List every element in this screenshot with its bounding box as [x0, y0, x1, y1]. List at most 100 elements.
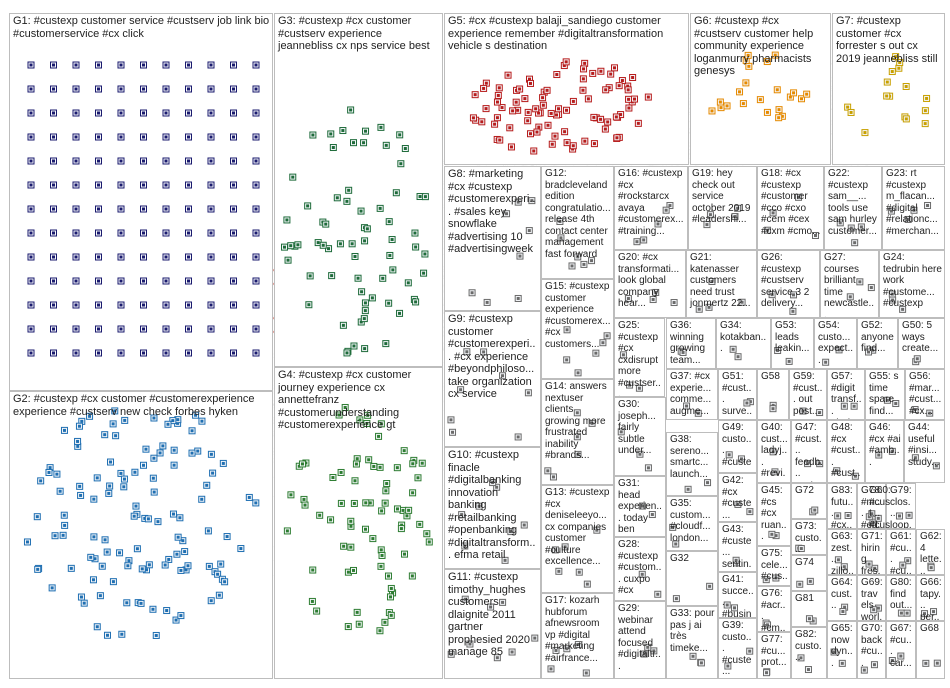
group-box-g7: G7: #custexp customer #cx forrester s ou… [832, 13, 945, 165]
group-box-g3: G3: #custexp #cx customer #custserv expe… [274, 13, 443, 367]
group-label: G26: #custexp #custserv service 3 2 deli… [761, 252, 810, 309]
group-box-g80: G80: find out... [886, 575, 916, 621]
group-label: G27: courses brilliant time newcastle... [824, 252, 875, 318]
group-label: G65: now dyn... [831, 623, 853, 669]
group-label: G64: cust... [831, 577, 853, 611]
group-label: G36: winning growing team... [670, 320, 706, 366]
group-box-g39: G39: custo... #custe... [718, 618, 757, 679]
group-label: G30: joseph... fairly subtle under... [618, 399, 656, 456]
group-label: G4: #custexp #cx customer journey experi… [278, 369, 412, 431]
group-label: G50: 5 ways create... [902, 320, 939, 354]
group-label: G74 [795, 557, 814, 568]
group-box-g76: G76: #acr... #cm... [757, 586, 791, 632]
group-box-g64: G64: cust... [827, 575, 857, 621]
group-box-g65: G65: now dyn... [827, 621, 857, 679]
group-label: G7: #custexp customer #cx forrester s ou… [836, 15, 938, 65]
group-label: G47: #cust... feedb... custo... [795, 422, 823, 482]
group-label: G31: head experien... today ben llewelly… [618, 478, 662, 536]
group-label: G57: #digit transf... strate... [831, 371, 862, 419]
group-label: G48: #cx #cust... #cust... [831, 422, 861, 482]
group-label: G25: #custexp #cx cxdisrupt more #custse… [618, 320, 661, 397]
group-box-g61: G61: #cu... #cu... [886, 529, 916, 575]
group-box-g63: G63: zest... zillo... [827, 529, 857, 575]
group-label: G32 [670, 553, 689, 564]
group-box-g50: G50: 5 ways create... [898, 318, 945, 369]
group-label: G29: webinar attend focused #digitaltr..… [618, 603, 661, 672]
group-label: G33: pour pas j ai très timeke... [670, 608, 715, 654]
group-label: G17: kozarh hubforum afnewsroom vp #digi… [545, 595, 600, 664]
group-box-g52: G52: anyone find... [857, 318, 898, 369]
group-label: G28: #custexp #custom... cuxpo #cx [618, 539, 662, 596]
group-box-g82: G82: custo... [791, 627, 827, 679]
group-label: G23: rt #custexp m_flacan... #digital #r… [886, 168, 939, 237]
group-label: G81 [795, 593, 814, 604]
group-box-g1: G1: #custexp customer service #custserv … [9, 13, 273, 391]
group-label: G13: #custexp #cx deniseleeyo... cx comp… [545, 487, 610, 567]
group-label: G8: #marketing #cx #custexp #customerexp… [448, 168, 536, 255]
group-label: G18: #cx #custexp #customer #cco #cxo #c… [761, 168, 821, 237]
group-label: G58 [761, 371, 780, 382]
group-box-g55: G55: s time spare find... [865, 369, 905, 420]
group-label: G42: #cx #custe... [722, 475, 752, 521]
group-label: G35: custom... #cloudf... london... [670, 498, 711, 544]
group-label: G62: 4 lette... [920, 531, 942, 575]
group-label: G1: #custexp customer service #custserv … [13, 15, 270, 40]
group-label: G54: custo... expect... [818, 320, 854, 366]
group-box-g11: G11: #custexp timothy_hughes customers d… [444, 569, 541, 679]
group-box-g54: G54: custo... expect... [814, 318, 857, 369]
group-box-g8: G8: #marketing #cx #custexp #customerexp… [444, 166, 541, 311]
group-label: G71: hiring fres... [861, 531, 883, 575]
group-box-g81: G81 [791, 591, 827, 627]
group-box-g2: G2: #custexp #cx customer #customerexper… [9, 391, 273, 679]
group-box-g53: G53: leads leakin... [771, 318, 814, 369]
group-box-g66: G66: tapy... per... [916, 575, 945, 621]
group-label: G11: #custexp timothy_hughes customers d… [448, 571, 530, 658]
group-box-g72: G72 [791, 483, 827, 519]
group-label: G6: #custexp #cx #custserv customer help… [694, 15, 814, 77]
group-label: G5: #cx #custexp balaji_sandiego custome… [448, 15, 664, 52]
group-box-g24: G24: tedrubin here work #custome... #cus… [879, 250, 945, 318]
group-label: G80: find out... [890, 577, 913, 611]
group-box-g59: G59: #cust... out post... [789, 369, 827, 420]
group-box-g18: G18: #cx #custexp #customer #cco #cxo #c… [757, 166, 824, 250]
group-box-g45: G45: #cs #cx ruan... [757, 483, 791, 546]
group-label: G46: #cx #ai #amb... [869, 422, 901, 468]
group-box-g36: G36: winning growing team... [666, 318, 716, 369]
group-label: G21: katenasser customers need trust jon… [690, 252, 751, 309]
group-box-g35: G35: custom... #cloudf... london... [666, 496, 718, 551]
group-label: G43: #custe... sentin... [722, 524, 752, 571]
group-label: G69: travels worl... [861, 577, 883, 621]
group-box-g74: G74 [791, 555, 827, 591]
group-box-g25: G25: #custexp #cx cxdisrupt more #custse… [614, 318, 665, 397]
group-box-g51: G51: #cust... surve... [718, 369, 757, 420]
group-label: G24: tedrubin here work #custome... #cus… [883, 252, 942, 309]
group-label: G56: #mar... #cust... #cx... [909, 371, 942, 417]
group-label: G68 [920, 623, 939, 634]
group-label: G78: #m... #ed... [861, 485, 883, 529]
group-label: G79: clos... loop... [890, 485, 912, 529]
group-box-g23: G23: rt #custexp m_flacan... #digital #r… [882, 166, 945, 250]
group-box-g15: G15: #custexp customer experience #custo… [541, 279, 614, 379]
group-label: G63: zest... zillo... [831, 531, 854, 575]
group-label: G73: custo... [795, 521, 822, 555]
group-box-g28: G28: #custexp #custom... cuxpo #cx [614, 537, 666, 601]
group-label: G72 [795, 485, 814, 496]
group-box-g21: G21: katenasser customers need trust jon… [686, 250, 757, 318]
group-box-g31: G31: head experien... today ben llewelly… [614, 476, 666, 537]
group-box-g4: G4: #custexp #cx customer journey experi… [274, 367, 443, 679]
group-box-g46: G46: #cx #ai #amb... [865, 420, 904, 483]
group-label: G39: custo... #custe... [722, 620, 752, 677]
group-label: G12: bradcleveland edition congratulatio… [545, 168, 611, 260]
group-label: G9: #custexp customer #customerexperi...… [448, 313, 536, 400]
group-box-g71: G71: hiring fres... [857, 529, 886, 575]
group-box-g26: G26: #custexp #custserv service 3 2 deli… [757, 250, 820, 318]
group-box-g10: G10: #custexp finacle #digitalbanking in… [444, 447, 541, 569]
group-label: G61: #cu... #cu... [890, 531, 912, 575]
group-label: G45: #cs #cx ruan... [761, 485, 787, 542]
group-label: G59: #cust... out post... [793, 371, 823, 417]
group-box-g5: G5: #cx #custexp balaji_sandiego custome… [444, 13, 689, 165]
group-label: G37: #cx experie... comme... augme... [670, 371, 712, 417]
group-box-g17: G17: kozarh hubforum afnewsroom vp #digi… [541, 593, 614, 679]
group-box-g58: G58 [757, 369, 789, 420]
